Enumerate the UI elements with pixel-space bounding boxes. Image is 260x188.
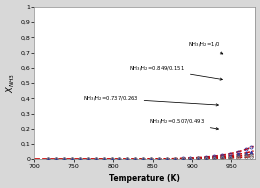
X-axis label: Temperature (K): Temperature (K) bbox=[109, 174, 180, 183]
Text: NH$_3$/H$_2$=1/0: NH$_3$/H$_2$=1/0 bbox=[188, 40, 223, 54]
Y-axis label: $X_{NH3}$: $X_{NH3}$ bbox=[5, 73, 17, 93]
Text: NH$_3$/H$_2$=0.849/0.151: NH$_3$/H$_2$=0.849/0.151 bbox=[129, 64, 222, 80]
Text: NH$_3$/H$_2$=0.737/0.263: NH$_3$/H$_2$=0.737/0.263 bbox=[83, 94, 218, 106]
Text: NH$_3$/H$_2$=0.507/0.493: NH$_3$/H$_2$=0.507/0.493 bbox=[149, 118, 218, 130]
